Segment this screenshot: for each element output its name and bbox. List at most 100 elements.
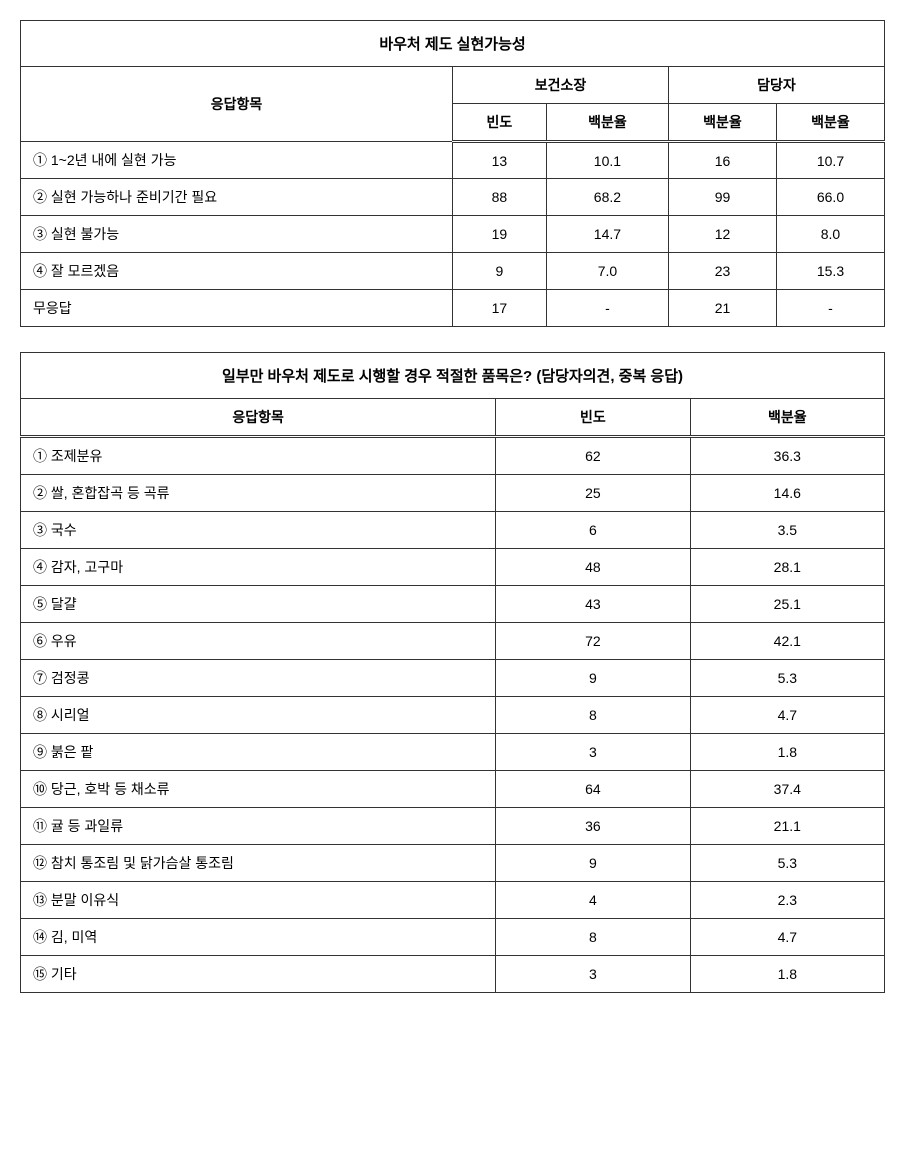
row-label: ③ 국수 xyxy=(21,512,496,549)
row-value: 21.1 xyxy=(690,808,884,845)
table-row: ⑫ 참치 통조림 및 닭가슴살 통조림95.3 xyxy=(21,845,885,882)
table-row: ④ 감자, 고구마4828.1 xyxy=(21,549,885,586)
table-row: ⑨ 붉은 팥31.8 xyxy=(21,734,885,771)
row-value: 8.0 xyxy=(776,216,884,253)
row-label: ⑬ 분말 이유식 xyxy=(21,882,496,919)
row-value: 43 xyxy=(496,586,690,623)
row-value: 28.1 xyxy=(690,549,884,586)
row-label: ⑮ 기타 xyxy=(21,956,496,993)
row-label: ⑫ 참치 통조림 및 닭가슴살 통조림 xyxy=(21,845,496,882)
row-value: 3 xyxy=(496,956,690,993)
row-value: 6 xyxy=(496,512,690,549)
row-label: ⑧ 시리얼 xyxy=(21,697,496,734)
row-value: 62 xyxy=(496,437,690,475)
table2-body: ① 조제분유6236.3② 쌀, 혼합잡곡 등 곡류2514.6③ 국수63.5… xyxy=(21,437,885,993)
row-value: 12 xyxy=(668,216,776,253)
row-value: 8 xyxy=(496,697,690,734)
row-value: 14.6 xyxy=(690,475,884,512)
row-value: 25.1 xyxy=(690,586,884,623)
row-value: 8 xyxy=(496,919,690,956)
header2-response-item: 응답항목 xyxy=(21,399,496,437)
header2-percentage: 백분율 xyxy=(690,399,884,437)
row-value: 19 xyxy=(453,216,547,253)
row-value: 9 xyxy=(496,660,690,697)
row-value: 5.3 xyxy=(690,660,884,697)
row-label: ⑤ 달걀 xyxy=(21,586,496,623)
table-row: ⑧ 시리얼84.7 xyxy=(21,697,885,734)
table-row: ③ 실현 불가능1914.7128.0 xyxy=(21,216,885,253)
row-label: ① 조제분유 xyxy=(21,437,496,475)
row-value: 10.1 xyxy=(546,142,668,179)
table-row: ⑦ 검정콩95.3 xyxy=(21,660,885,697)
row-label: ⑩ 당근, 호박 등 채소류 xyxy=(21,771,496,808)
row-value: 7.0 xyxy=(546,253,668,290)
row-label: ④ 잘 모르겠음 xyxy=(21,253,453,290)
row-value: 2.3 xyxy=(690,882,884,919)
row-value: 68.2 xyxy=(546,179,668,216)
row-label: ② 쌀, 혼합잡곡 등 곡류 xyxy=(21,475,496,512)
table-row: ⑮ 기타31.8 xyxy=(21,956,885,993)
row-value: 10.7 xyxy=(776,142,884,179)
row-value: 17 xyxy=(453,290,547,327)
row-label: ⑭ 김, 미역 xyxy=(21,919,496,956)
table-row: ⑩ 당근, 호박 등 채소류6437.4 xyxy=(21,771,885,808)
table-header-row-1: 응답항목 보건소장 담당자 xyxy=(21,67,885,104)
table2-title: 일부만 바우처 제도로 시행할 경우 적절한 품목은? (담당자의견, 중복 응… xyxy=(21,353,885,399)
row-value: 42.1 xyxy=(690,623,884,660)
header-person-in-charge: 담당자 xyxy=(668,67,884,104)
row-value: 16 xyxy=(668,142,776,179)
table1-body: ① 1~2년 내에 실현 가능1310.11610.7② 실현 가능하나 준비기… xyxy=(21,142,885,327)
row-value: 1.8 xyxy=(690,734,884,771)
row-value: 5.3 xyxy=(690,845,884,882)
header-percentage-3: 백분율 xyxy=(776,104,884,142)
row-label: ⑥ 우유 xyxy=(21,623,496,660)
row-label: ④ 감자, 고구마 xyxy=(21,549,496,586)
row-value: 3.5 xyxy=(690,512,884,549)
row-value: 37.4 xyxy=(690,771,884,808)
table-row: ④ 잘 모르겠음97.02315.3 xyxy=(21,253,885,290)
table-row: ② 실현 가능하나 준비기간 필요8868.29966.0 xyxy=(21,179,885,216)
table-row: ⑥ 우유7242.1 xyxy=(21,623,885,660)
row-value: 9 xyxy=(453,253,547,290)
row-value: 99 xyxy=(668,179,776,216)
row-value: 1.8 xyxy=(690,956,884,993)
row-label: ⑨ 붉은 팥 xyxy=(21,734,496,771)
feasibility-table: 바우처 제도 실현가능성 응답항목 보건소장 담당자 빈도 백분율 백분율 백분… xyxy=(20,20,885,327)
table-row: ⑬ 분말 이유식42.3 xyxy=(21,882,885,919)
row-value: 4.7 xyxy=(690,697,884,734)
table2-header-row: 응답항목 빈도 백분율 xyxy=(21,399,885,437)
row-value: - xyxy=(776,290,884,327)
header-health-director: 보건소장 xyxy=(453,67,669,104)
table-row: ① 1~2년 내에 실현 가능1310.11610.7 xyxy=(21,142,885,179)
row-value: 36 xyxy=(496,808,690,845)
row-label: 무응답 xyxy=(21,290,453,327)
table2-title-row: 일부만 바우처 제도로 시행할 경우 적절한 품목은? (담당자의견, 중복 응… xyxy=(21,353,885,399)
row-value: 72 xyxy=(496,623,690,660)
row-value: 14.7 xyxy=(546,216,668,253)
row-value: 23 xyxy=(668,253,776,290)
row-value: - xyxy=(546,290,668,327)
table-row: ⑤ 달걀4325.1 xyxy=(21,586,885,623)
row-label: ⑦ 검정콩 xyxy=(21,660,496,697)
header-percentage-1: 백분율 xyxy=(546,104,668,142)
row-value: 25 xyxy=(496,475,690,512)
row-value: 36.3 xyxy=(690,437,884,475)
row-label: ① 1~2년 내에 실현 가능 xyxy=(21,142,453,179)
row-value: 4.7 xyxy=(690,919,884,956)
row-value: 48 xyxy=(496,549,690,586)
row-value: 15.3 xyxy=(776,253,884,290)
table-row: 무응답17-21- xyxy=(21,290,885,327)
row-value: 9 xyxy=(496,845,690,882)
header-percentage-2: 백분율 xyxy=(668,104,776,142)
row-label: ② 실현 가능하나 준비기간 필요 xyxy=(21,179,453,216)
row-value: 66.0 xyxy=(776,179,884,216)
row-value: 3 xyxy=(496,734,690,771)
row-value: 13 xyxy=(453,142,547,179)
table-title: 바우처 제도 실현가능성 xyxy=(21,21,885,67)
table-row: ② 쌀, 혼합잡곡 등 곡류2514.6 xyxy=(21,475,885,512)
header2-frequency: 빈도 xyxy=(496,399,690,437)
row-value: 4 xyxy=(496,882,690,919)
row-value: 88 xyxy=(453,179,547,216)
row-label: ⑪ 귤 등 과일류 xyxy=(21,808,496,845)
items-table: 일부만 바우처 제도로 시행할 경우 적절한 품목은? (담당자의견, 중복 응… xyxy=(20,352,885,993)
